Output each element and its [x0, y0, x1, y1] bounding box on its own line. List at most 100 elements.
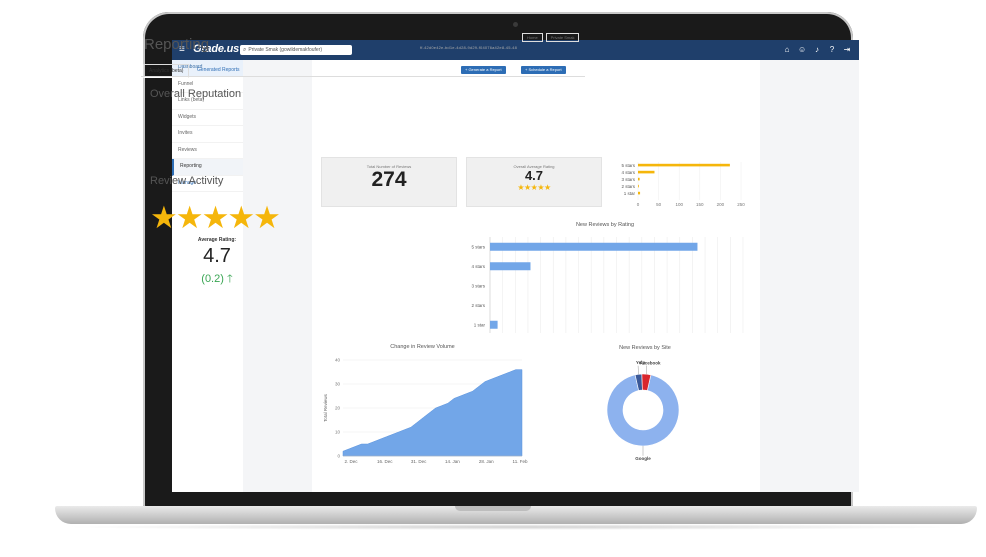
arrow-up-icon: 🡑: [226, 273, 233, 285]
sidebar-item-funnel[interactable]: Funnel: [172, 77, 243, 93]
y-tick-label: 10: [335, 430, 341, 435]
content-gutter: [243, 60, 312, 492]
total-reviews-label: Total Number of Reviews: [366, 164, 412, 169]
location-search[interactable]: ⌕ Private Smak (gowildemakfoufer): [240, 45, 352, 55]
app-logo[interactable]: Grade.us: [193, 43, 240, 55]
sidebar-item-label: Reporting: [180, 163, 202, 169]
x-tick-label: 150: [696, 202, 704, 207]
x-tick-label: 100: [675, 202, 683, 207]
schedule-report-button[interactable]: + Schedule a Report: [521, 66, 566, 74]
overall-rating-stars: ★★★★★: [517, 183, 551, 192]
x-tick-label: 2. Dec: [344, 459, 358, 464]
x-tick-label: 0: [637, 202, 640, 207]
sidebar-item-label: Widgets: [178, 113, 197, 120]
user-icon[interactable]: ☺: [798, 45, 807, 54]
search-value: Private Smak (gowildemakfoufer): [248, 47, 323, 53]
area-series: [342, 369, 523, 457]
bar: [638, 163, 730, 167]
logout-icon[interactable]: ⇥: [843, 45, 851, 54]
laptop-shadow: [60, 524, 970, 530]
category-label: 4 stars: [471, 264, 485, 269]
category-label: 5 stars: [471, 244, 485, 249]
sidebar-item-invites[interactable]: Invites: [172, 126, 243, 143]
breadcrumb-home[interactable]: Home: [522, 33, 543, 42]
overall-rating-value: 4.7: [524, 168, 544, 183]
review-volume-chart: 0 10 20 30 40 2. Dec 16. Dec 31. Dec 14. Jan 28. …: [323, 358, 528, 465]
slice-label: Google: [635, 456, 651, 461]
y-tick-label: 30: [335, 382, 341, 387]
notification-icon[interactable]: ♪: [815, 45, 819, 54]
category-label: 3 stars: [621, 177, 635, 182]
generate-report-button[interactable]: + Generate a Report: [461, 66, 506, 74]
bar: [638, 170, 655, 174]
new-reviews-by-rating-chart: 5 stars 4 stars 3 stars 2 stars 1 star: [471, 237, 744, 333]
category-label: 1 star: [474, 322, 486, 327]
overall-rating-label: Overall Average Rating: [513, 164, 555, 169]
pie-slice: [641, 373, 652, 391]
search-icon: ⌕: [243, 47, 247, 53]
hamburger-menu-icon[interactable]: ≡: [179, 44, 185, 55]
tab-analytics[interactable]: Analytics (beta): [143, 64, 190, 78]
bar: [490, 262, 531, 271]
total-reviews-card: Total Number of Reviews 274: [321, 157, 457, 207]
overall-reputation-heading: Overall Reputation: [150, 88, 242, 100]
slice-label: Yelp: [636, 360, 646, 365]
page-title: Reporting: [144, 36, 210, 53]
bar: [490, 320, 498, 329]
report-panel: [312, 60, 760, 492]
slice-label: Facebook: [639, 360, 661, 365]
tab-generated-reports[interactable]: Generated Reports: [197, 67, 240, 73]
reviews-by-site-title: New Reviews by Site: [619, 345, 671, 351]
category-label: 3 stars: [471, 283, 485, 288]
sidebar-item-widgets[interactable]: Widgets: [172, 110, 243, 126]
camera-dot: [513, 22, 518, 27]
sidebar-item-label: Funnel: [178, 80, 194, 87]
category-label: 1 star: [624, 191, 636, 196]
lock-icon[interactable]: ⌂: [784, 45, 790, 54]
sidebar-item-manage[interactable]: Manage: [172, 176, 243, 192]
total-reviews-value: 274: [371, 168, 407, 191]
average-rating-stars: ★★★★★: [150, 200, 281, 235]
sidebar-item-links[interactable]: Links (beta): [172, 93, 243, 110]
x-tick-label: 50: [656, 202, 662, 207]
top-nav-bar: ≡ Grade.us ⌕ Private Smak (gowildemakfouf…: [172, 40, 859, 60]
x-tick-label: 250: [737, 202, 745, 207]
category-label: 2 stars: [621, 184, 635, 189]
overall-rating-card: Overall Average Rating 4.7 ★★★★★: [466, 157, 602, 207]
average-rating-label: Average Rating:: [197, 237, 237, 243]
sidebar-item-reviews[interactable]: Reviews: [172, 143, 243, 159]
sidebar-item-label: Links (beta): [178, 97, 205, 103]
sidebar-item-label: Manage: [178, 179, 197, 186]
review-activity-heading: Review Activity: [150, 175, 224, 187]
category-label: 5 stars: [621, 163, 635, 168]
sidebar-item-label: Invites: [178, 130, 193, 136]
sidebar-item-label: Dashboard: [178, 64, 203, 70]
laptop-notch: [455, 506, 531, 511]
bar: [638, 191, 641, 195]
category-label: 4 stars: [621, 170, 635, 175]
pie-slice: [606, 374, 680, 447]
breadcrumb-location[interactable]: Private Smak: [545, 33, 580, 42]
category-label: 2 stars: [471, 303, 485, 308]
bar: [490, 242, 698, 251]
breadcrumb: Home Private Smak: [522, 33, 580, 42]
rating-distribution-chart: 0 50 100 150 200 250 5 stars 4 stars 3 stars 2 st…: [621, 162, 745, 207]
y-tick-label: 20: [335, 406, 341, 411]
rating-change-value: (0.2): [201, 273, 224, 285]
x-tick-label: 31. Dec: [411, 459, 427, 464]
x-tick-label: 14. Jan: [445, 459, 460, 464]
tab-divider: [141, 76, 585, 77]
rating-change: (0.2) 🡑: [150, 270, 284, 289]
top-icons: ⌂ ☺ ♪ ? ⇥: [783, 44, 851, 56]
sidebar: Dashboard Funnel Links (beta) Widgets In…: [172, 60, 244, 492]
x-tick-label: 28. Jan: [479, 459, 494, 464]
laptop-base: [55, 506, 977, 524]
help-icon[interactable]: ?: [829, 45, 835, 54]
sidebar-item-reporting[interactable]: Reporting: [172, 159, 243, 176]
bar: [638, 184, 639, 188]
bar: [638, 177, 640, 181]
average-rating-value: 4.7: [203, 245, 231, 267]
review-volume-title: Change in Review Volume: [390, 344, 455, 350]
location-id: ff-42d0e42e-bd1e-4d28-9d29-f04076a42e8-4…: [420, 45, 518, 50]
